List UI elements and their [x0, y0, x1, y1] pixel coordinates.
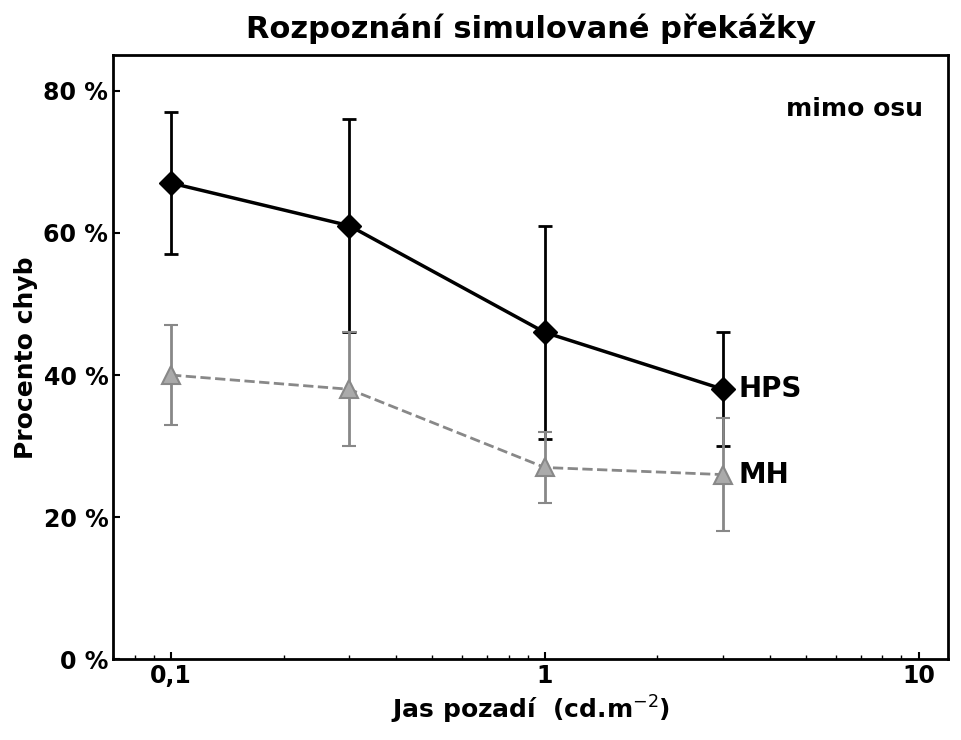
- X-axis label: Jas pozadí  (cd.m$^{-2}$): Jas pozadí (cd.m$^{-2}$): [390, 694, 670, 726]
- Text: mimo osu: mimo osu: [785, 98, 923, 121]
- Text: MH: MH: [738, 460, 789, 488]
- Title: Rozpoznání simulované překážky: Rozpoznání simulované překážky: [245, 14, 815, 44]
- Y-axis label: Procento chyb: Procento chyb: [13, 256, 37, 459]
- Text: HPS: HPS: [738, 375, 801, 403]
